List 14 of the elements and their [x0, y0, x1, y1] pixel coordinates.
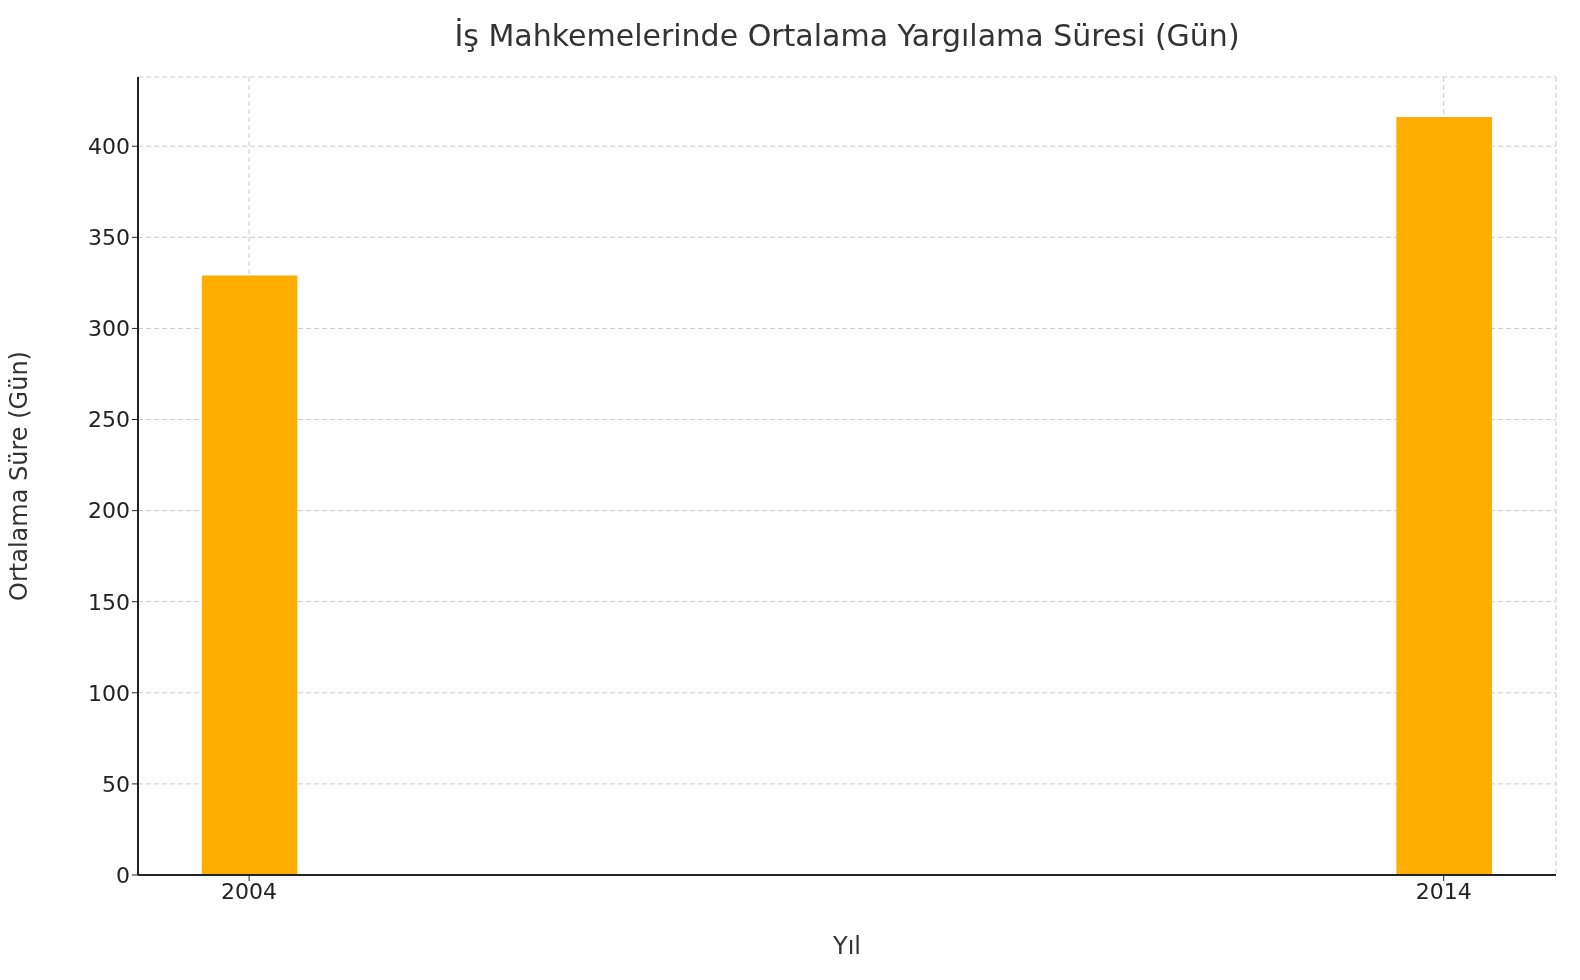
- y-tick-label: 300: [88, 316, 130, 342]
- x-tick-label: 2014: [1415, 878, 1472, 904]
- y-tick-label: 150: [88, 589, 130, 615]
- x-axis-title: Yıl: [832, 932, 861, 960]
- y-tick-label: 100: [88, 680, 130, 706]
- y-tick-label: 50: [102, 771, 130, 797]
- y-tick-label: 250: [88, 407, 130, 433]
- y-tick-label: 200: [88, 498, 130, 524]
- y-axis-title: Ortalama Süre (Gün): [4, 351, 33, 601]
- y-tick-label: 0: [116, 862, 130, 888]
- y-tick-label: 350: [88, 225, 130, 251]
- chart-title: İş Mahkemelerinde Ortalama Yargılama Süresi (Gün): [453, 18, 1241, 53]
- x-tick-label: 2004: [221, 878, 278, 904]
- y-tick-label: 400: [88, 134, 130, 160]
